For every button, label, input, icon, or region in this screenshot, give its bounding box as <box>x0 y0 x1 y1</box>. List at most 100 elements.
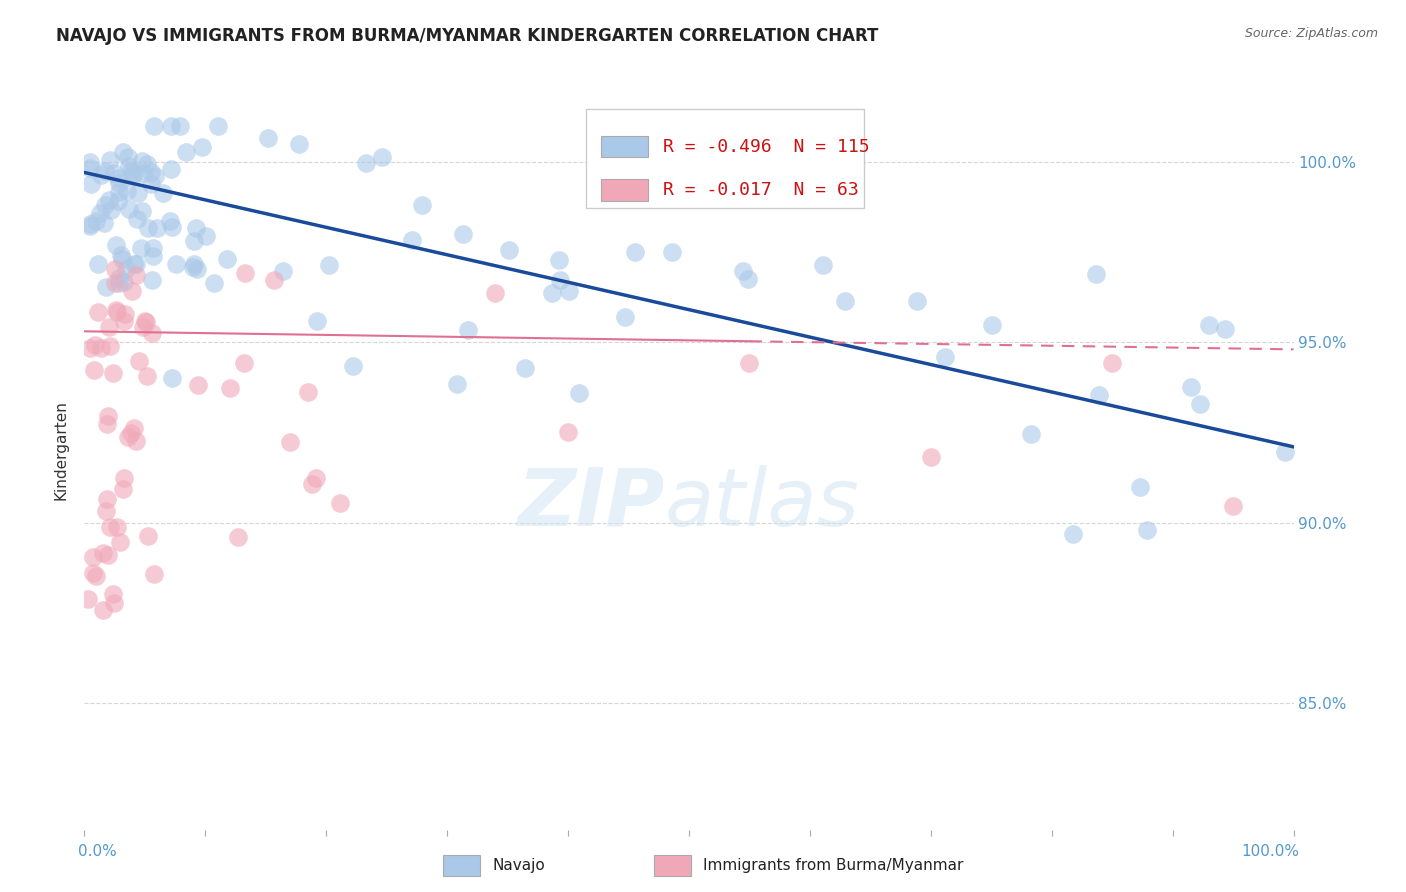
Point <box>115 261 138 276</box>
Text: R = -0.017  N = 63: R = -0.017 N = 63 <box>662 181 858 199</box>
Text: Source: ZipAtlas.com: Source: ZipAtlas.com <box>1244 27 1378 40</box>
Point <box>568 385 591 400</box>
Point <box>100 202 122 217</box>
Point <box>515 361 537 376</box>
Point <box>195 229 218 244</box>
Point <box>297 384 319 399</box>
Point <box>159 214 181 228</box>
Point <box>165 257 187 271</box>
Point <box>1274 445 1296 459</box>
Point <box>186 220 208 235</box>
Point <box>112 482 135 496</box>
Point <box>136 529 159 543</box>
Point <box>354 156 377 170</box>
Text: NAVAJO VS IMMIGRANTS FROM BURMA/MYANMAR KINDERGARTEN CORRELATION CHART: NAVAJO VS IMMIGRANTS FROM BURMA/MYANMAR … <box>56 27 879 45</box>
Point <box>79 161 101 176</box>
Point <box>139 165 162 179</box>
Point <box>97 193 120 207</box>
Text: ZIP: ZIP <box>517 465 665 542</box>
Point <box>112 145 135 160</box>
Point <box>160 119 183 133</box>
Point <box>122 421 145 435</box>
Point <box>748 135 770 149</box>
Point <box>125 256 148 270</box>
Point <box>104 237 127 252</box>
Point <box>90 168 112 182</box>
Point <box>411 198 433 212</box>
Point <box>142 241 165 255</box>
Point <box>737 271 759 285</box>
Point <box>318 258 340 272</box>
Point <box>152 186 174 200</box>
Point <box>191 140 214 154</box>
Point <box>131 154 153 169</box>
Point <box>77 591 100 606</box>
Text: 0.0%: 0.0% <box>79 844 117 859</box>
Point <box>624 244 647 259</box>
Point <box>273 263 295 277</box>
Point <box>91 603 114 617</box>
Point <box>103 596 125 610</box>
Point <box>263 273 285 287</box>
Text: atlas: atlas <box>665 465 859 542</box>
Point <box>83 362 105 376</box>
Point <box>94 503 117 517</box>
Point <box>135 315 157 329</box>
Point <box>143 119 166 133</box>
Point <box>80 178 103 192</box>
Point <box>141 273 163 287</box>
Point <box>79 341 101 355</box>
Point <box>117 430 139 444</box>
Point <box>159 162 181 177</box>
Point <box>131 241 153 255</box>
Point <box>105 520 128 534</box>
Point <box>117 150 139 164</box>
Text: R = -0.496  N = 115: R = -0.496 N = 115 <box>662 137 869 156</box>
Point <box>219 381 242 395</box>
Point <box>108 185 131 199</box>
Point <box>733 264 755 278</box>
Point <box>557 425 579 439</box>
Point <box>131 166 153 180</box>
Bar <box>654 855 690 876</box>
Point <box>342 359 364 373</box>
Point <box>142 249 165 263</box>
Point <box>110 252 132 267</box>
Point <box>446 377 468 392</box>
Point <box>187 378 209 392</box>
Point <box>89 341 111 355</box>
Point <box>169 119 191 133</box>
Point <box>101 587 124 601</box>
Point <box>1180 379 1202 393</box>
Point <box>135 368 157 383</box>
Point <box>1101 356 1123 370</box>
Point <box>233 266 256 280</box>
Point <box>121 166 143 180</box>
Point <box>125 268 148 283</box>
Point <box>1085 268 1108 282</box>
Point <box>131 319 153 334</box>
Point <box>118 202 141 216</box>
Point <box>215 252 238 267</box>
Point <box>834 294 856 309</box>
Point <box>94 164 117 178</box>
Point <box>135 157 157 171</box>
Point <box>94 198 117 212</box>
Point <box>128 353 150 368</box>
Point <box>1215 322 1237 336</box>
Point <box>143 169 166 183</box>
Point <box>371 150 394 164</box>
Point <box>82 566 104 581</box>
Point <box>1222 499 1244 513</box>
Point <box>108 276 131 290</box>
Point <box>112 314 135 328</box>
Point <box>125 434 148 448</box>
Point <box>142 566 165 581</box>
Point <box>96 491 118 506</box>
Point <box>401 233 423 247</box>
Point <box>83 338 105 352</box>
Point <box>226 530 249 544</box>
Point <box>278 434 301 449</box>
Point <box>1198 318 1220 333</box>
Point <box>110 248 132 262</box>
